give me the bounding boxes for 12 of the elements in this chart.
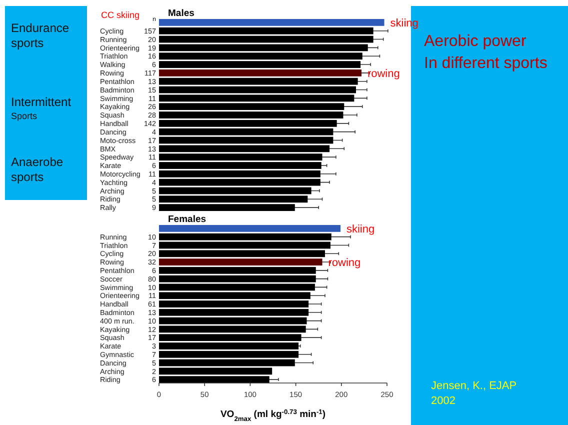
text: Anaerobe sports [11,155,64,184]
text: Intermittent Sports [11,95,72,121]
text: Jensen, K., EJAP 2002 [431,380,517,407]
text: Endurance sports [11,21,70,50]
text: CC skiing [101,10,140,20]
x-axis-title: VO$_{2max}$ (ml kg$^{-0.73}$ min$^{-1}$) [220,408,326,422]
chart-title: Females [168,214,206,225]
chart-title: Males [168,8,194,19]
annotation: rowing [367,68,400,80]
annotation: rowing [328,257,361,270]
annotation: skiing [346,223,375,236]
text: Aerobic power In different sports [424,33,548,72]
